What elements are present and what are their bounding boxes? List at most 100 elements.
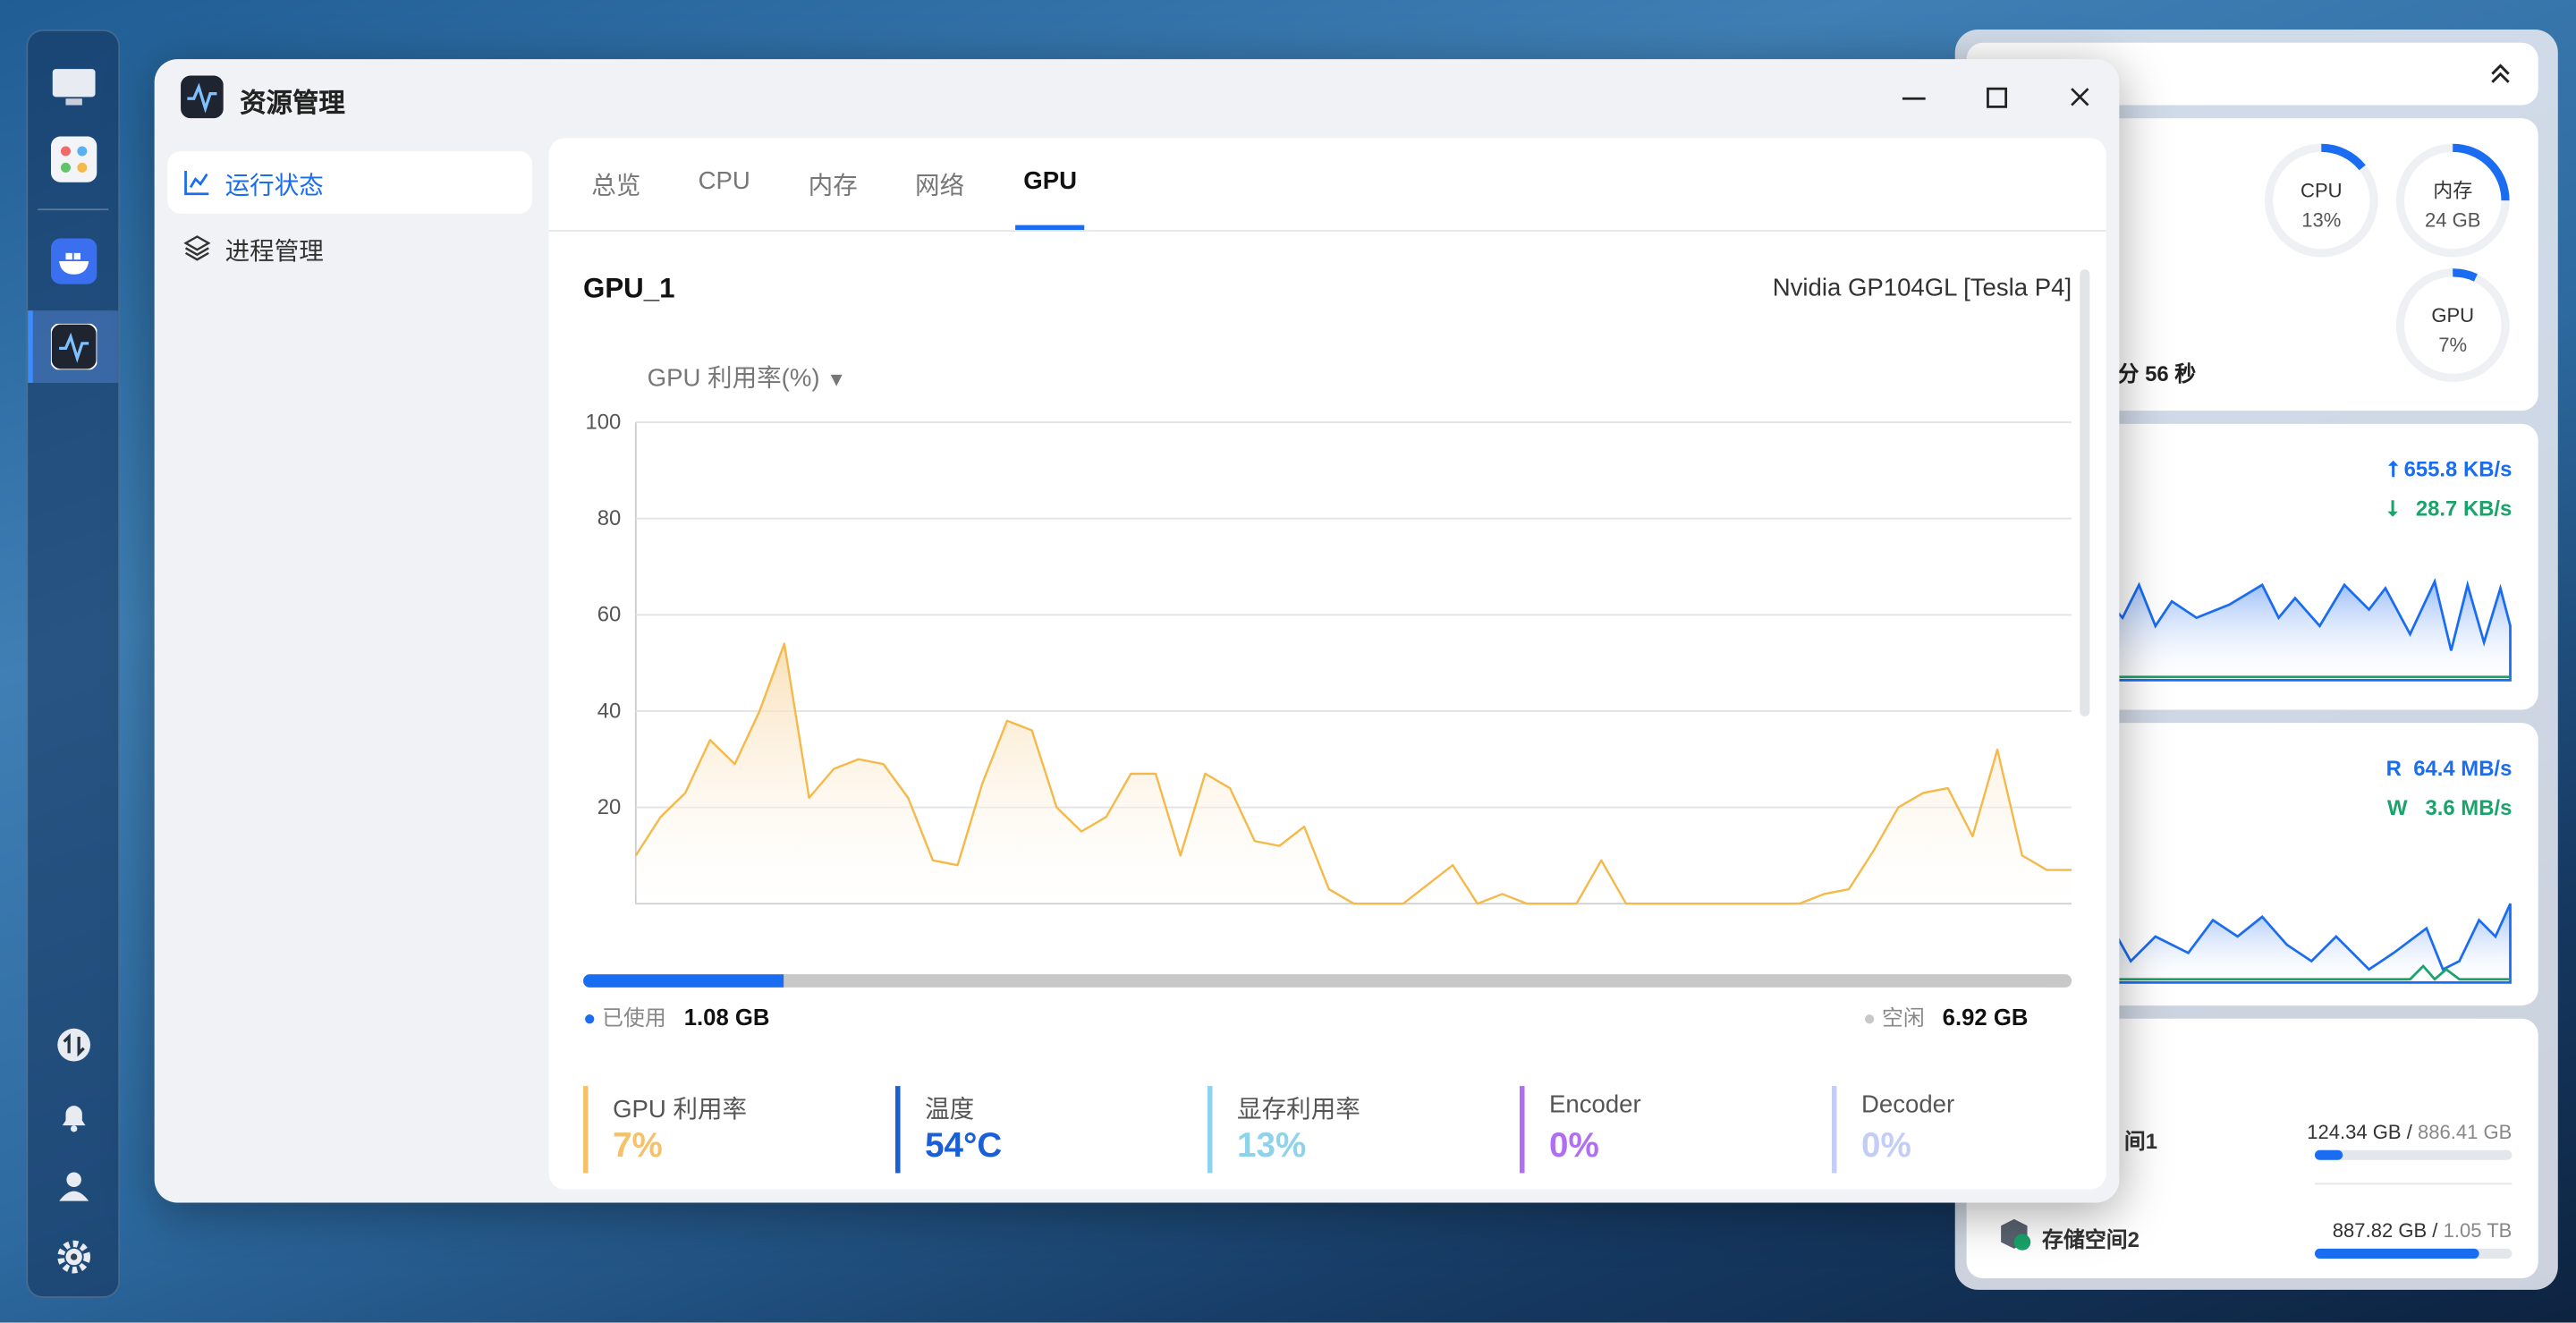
read-label: R [2385, 755, 2402, 781]
scrollbar[interactable] [2080, 269, 2090, 717]
stat-label: Decoder [1861, 1090, 1955, 1119]
window-title: 资源管理 [240, 90, 345, 119]
docker-icon[interactable] [50, 238, 97, 284]
storage-bar [2314, 1149, 2512, 1160]
read-value: 64.4 MB/s [2413, 755, 2512, 781]
tab[interactable]: 内存 [808, 172, 858, 201]
stat-label: Encoder [1549, 1090, 1641, 1119]
window: 资源管理 运行状态 进程管理 总览 CPU 内存 网络 GPU GPU_1 Nv… [154, 59, 2120, 1203]
gauge-label: 内存 [2433, 179, 2472, 201]
upload-speed: ⭡ 655.8 KB/s [2387, 456, 2512, 482]
tab-indicator [1015, 225, 1085, 231]
gauge-label: CPU [2301, 179, 2343, 201]
metric-selector[interactable]: GPU 利用率(%) ▼ [648, 360, 846, 394]
tab-active[interactable]: GPU [1023, 167, 1078, 196]
gauge-label: GPU [2431, 304, 2474, 327]
content-panel: 总览 CPU 内存 网络 GPU GPU_1 Nvidia GP104GL [T… [548, 138, 2106, 1190]
metric-label: GPU 利用率(%) [647, 364, 820, 393]
stat: Encoder 0% [1519, 1086, 1804, 1174]
used-value: 1.08 GB [683, 1004, 770, 1030]
memory-used: ● 已使用 1.08 GB [583, 1004, 770, 1030]
memory-bar [583, 974, 2072, 988]
gauge-value: 24 GB [2425, 208, 2480, 231]
stat-label: GPU 利用率 [613, 1096, 748, 1124]
transfer-icon[interactable] [55, 1027, 91, 1063]
gauge-value: 13% [2301, 208, 2341, 231]
download-speed: ⭣ 28.7 KB/s [2387, 496, 2512, 522]
app-icon [181, 75, 224, 119]
stat-value: 13% [1237, 1127, 1307, 1166]
window-controls [1902, 87, 2089, 108]
storage-used: 887.82 GB [2332, 1218, 2428, 1242]
used-label: 已使用 [602, 1005, 666, 1030]
dock [26, 30, 121, 1299]
user-icon[interactable] [55, 1168, 91, 1204]
monitor-icon[interactable] [50, 323, 97, 370]
divider [548, 230, 2106, 232]
apps-icon[interactable] [50, 136, 97, 182]
stat-value: 0% [1549, 1127, 1599, 1166]
stat: 显存利用率 13% [1208, 1086, 1492, 1174]
y-tick-label: 40 [597, 699, 622, 723]
storage-bar-fill [2314, 1248, 2479, 1259]
memory-free: ● 空闲 6.92 GB [1862, 1004, 2029, 1030]
tab[interactable]: 总览 [591, 172, 641, 201]
collapse-icon[interactable] [2489, 63, 2512, 86]
area [635, 643, 2072, 904]
storage-name: 间1 [2123, 1128, 2158, 1154]
gpu-model: Nvidia GP104GL [Tesla P4] [1772, 274, 2072, 302]
divider [38, 208, 109, 211]
tab[interactable]: CPU [698, 167, 750, 196]
nav-icon [183, 235, 211, 261]
stat-value: 0% [1861, 1127, 1911, 1166]
stat-value: 7% [613, 1127, 663, 1166]
write-speed: W 3.6 MB/s [2387, 795, 2512, 820]
gauge-value: 7% [2438, 334, 2467, 356]
tab[interactable]: 网络 [915, 172, 965, 201]
line [634, 642, 2072, 905]
divider [2314, 1183, 2512, 1185]
storage-total: 886.41 GB [2417, 1120, 2512, 1144]
storage-bar-fill [2314, 1149, 2343, 1160]
y-tick-label: 60 [597, 603, 622, 627]
stat: Decoder 0% [1831, 1086, 2106, 1174]
nav-icon [184, 171, 209, 196]
utilization-chart: 20 40 60 80 100 [585, 410, 2072, 905]
disk-sparkline [2106, 903, 2512, 984]
stat-value: 54°C [925, 1127, 1003, 1166]
write-value: 3.6 MB/s [2425, 794, 2512, 820]
dropdown-arrow: ▼ [826, 368, 847, 392]
dock-indicator [28, 310, 33, 383]
storage-total: 1.05 TB [2443, 1218, 2512, 1242]
maximize-button[interactable] [1987, 87, 2008, 108]
upload-value: 655.8 KB/s [2403, 456, 2512, 482]
free-label: 空闲 [1881, 1005, 1925, 1030]
storage-usage: 124.34 GB / 886.41 GB [2307, 1120, 2512, 1144]
desktop-icon[interactable] [51, 64, 97, 110]
y-tick-label: 20 [597, 795, 622, 819]
read-speed: R 64.4 MB/s [2386, 756, 2512, 781]
y-tick-label: 80 [597, 506, 622, 530]
storage-name: 存储空间2 [2042, 1227, 2140, 1252]
storage-usage: 887.82 GB / 1.05 TB [2332, 1218, 2512, 1242]
network-sparkline [2106, 578, 2512, 682]
memory-used-bar [583, 974, 784, 988]
settings-icon[interactable] [55, 1239, 91, 1275]
close-button[interactable] [2071, 88, 2089, 106]
stat-label: 温度 [925, 1096, 975, 1124]
stat: GPU 利用率 7% [583, 1086, 868, 1174]
storage-icon [2001, 1218, 2031, 1251]
notification-icon[interactable] [55, 1099, 91, 1135]
storage-bar [2314, 1248, 2512, 1259]
nav-item[interactable]: 进程管理 [167, 216, 532, 279]
y-tick-label: 100 [585, 410, 621, 434]
nav-item-active[interactable]: 运行状态 [167, 150, 533, 214]
write-label: W [2387, 794, 2408, 820]
download-value: 28.7 KB/s [2415, 496, 2512, 522]
gauges: CPU 13% 内存 24 GB GPU 7% [2264, 143, 2510, 383]
uptime: 分 56 秒 [2117, 361, 2197, 386]
gpu-name: GPU_1 [583, 272, 675, 304]
stat-label: 显存利用率 [1237, 1096, 1360, 1124]
